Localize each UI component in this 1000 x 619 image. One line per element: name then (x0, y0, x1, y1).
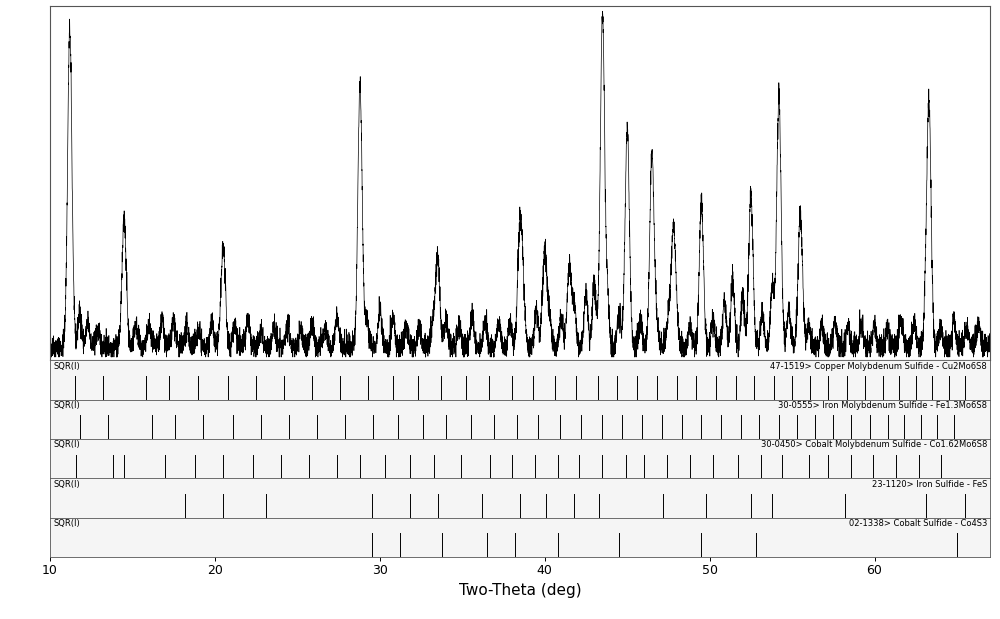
Text: 30-0555> Iron Molybdenum Sulfide - Fe1.3Mo6S8: 30-0555> Iron Molybdenum Sulfide - Fe1.3… (778, 401, 987, 410)
Text: SQR(I): SQR(I) (54, 519, 81, 528)
Text: 30-0450> Cobalt Molybdenum Sulfide - Co1.62Mo6S8: 30-0450> Cobalt Molybdenum Sulfide - Co1… (761, 440, 987, 449)
Text: SQR(I): SQR(I) (54, 480, 81, 488)
Text: SQR(I): SQR(I) (54, 361, 81, 371)
Text: 02-1338> Cobalt Sulfide - Co4S3: 02-1338> Cobalt Sulfide - Co4S3 (849, 519, 987, 528)
Text: SQR(I): SQR(I) (54, 440, 81, 449)
Text: SQR(I): SQR(I) (54, 401, 81, 410)
Text: 47-1519> Copper Molybdenum Sulfide - Cu2Mo6S8: 47-1519> Copper Molybdenum Sulfide - Cu2… (770, 361, 987, 371)
Text: 23-1120> Iron Sulfide - FeS: 23-1120> Iron Sulfide - FeS (872, 480, 987, 488)
X-axis label: Two-Theta (deg): Two-Theta (deg) (459, 582, 581, 597)
